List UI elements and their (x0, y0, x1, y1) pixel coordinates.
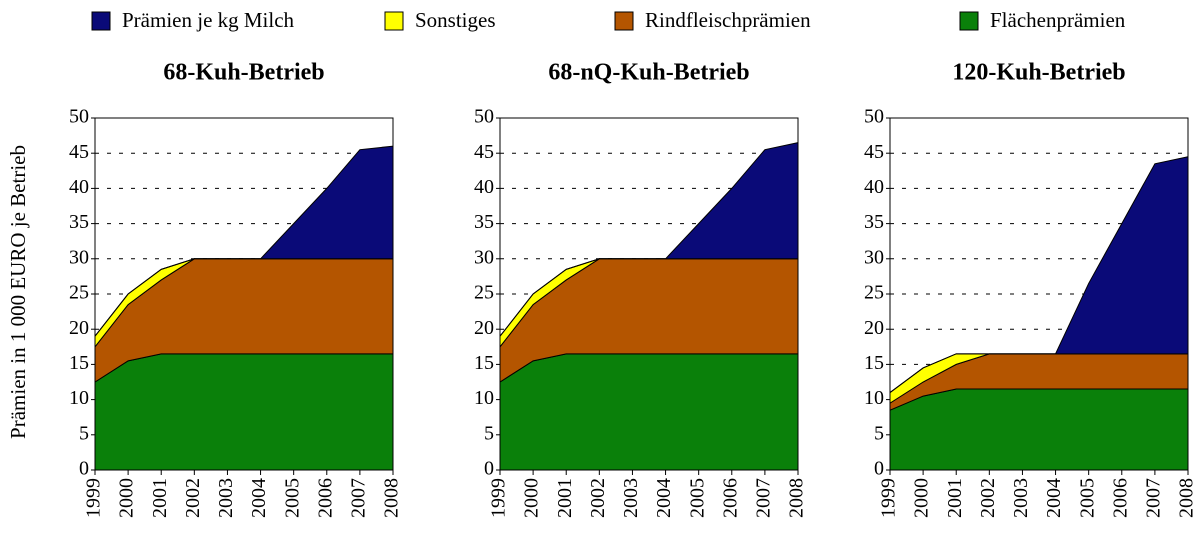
x-tick-label: 2000 (116, 478, 138, 518)
y-tick-label: 30 (474, 246, 494, 268)
y-tick-label: 0 (874, 458, 884, 480)
legend-swatch (384, 11, 404, 31)
x-tick-label: 2001 (944, 478, 966, 518)
x-tick-label: 2005 (686, 478, 708, 518)
y-tick-label: 50 (69, 106, 89, 128)
y-tick-label: 40 (474, 176, 494, 198)
y-tick-label: 40 (864, 176, 884, 198)
x-tick-label: 1999 (488, 478, 510, 518)
y-tick-label: 50 (864, 106, 884, 128)
x-tick-label: 2004 (248, 478, 270, 518)
y-tick-label: 30 (69, 246, 89, 268)
x-tick-label: 2002 (182, 478, 204, 518)
y-tick-label: 0 (484, 458, 494, 480)
y-tick-label: 5 (484, 422, 494, 444)
y-tick-label: 15 (864, 352, 884, 374)
chart-title: 68-Kuh-Betrieb (163, 60, 324, 86)
y-tick-label: 20 (864, 317, 884, 339)
legend-swatch (614, 11, 634, 31)
x-tick-label: 2001 (149, 478, 171, 518)
x-tick-label: 2008 (786, 478, 808, 518)
y-tick-label: 35 (69, 211, 89, 233)
y-tick-label: 50 (474, 106, 494, 128)
y-tick-label: 20 (474, 317, 494, 339)
y-tick-label: 10 (474, 387, 494, 409)
y-tick-label: 25 (474, 282, 494, 304)
y-tick-label: 15 (69, 352, 89, 374)
plot-frame (94, 117, 394, 471)
x-tick-label: 2008 (1176, 478, 1198, 518)
chart-title: 120-Kuh-Betrieb (952, 60, 1125, 86)
x-tick-label: 2004 (653, 478, 675, 518)
y-tick-label: 10 (69, 387, 89, 409)
x-tick-label: 2000 (521, 478, 543, 518)
area (499, 353, 799, 471)
x-tick-label: 2003 (215, 478, 237, 518)
y-axis-label: Prämien in 1 000 EURO je Betrieb (6, 145, 30, 439)
x-tick-label: 2006 (314, 478, 336, 518)
y-tick-label: 5 (79, 422, 89, 444)
x-tick-label: 2002 (977, 478, 999, 518)
y-tick-label: 35 (474, 211, 494, 233)
legend-swatch (91, 11, 111, 31)
plot-frame (889, 117, 1189, 471)
x-tick-label: 2003 (1010, 478, 1032, 518)
area (94, 353, 394, 471)
x-tick-label: 2002 (587, 478, 609, 518)
y-tick-label: 25 (69, 282, 89, 304)
chart-title: 68-nQ-Kuh-Betrieb (548, 60, 749, 86)
legend-swatch (959, 11, 979, 31)
x-tick-label: 2006 (719, 478, 741, 518)
y-tick-label: 45 (69, 141, 89, 163)
y-tick-label: 5 (874, 422, 884, 444)
x-tick-label: 1999 (83, 478, 105, 518)
x-tick-label: 2003 (620, 478, 642, 518)
x-tick-label: 2007 (347, 478, 369, 518)
x-tick-label: 2006 (1109, 478, 1131, 518)
y-tick-label: 45 (474, 141, 494, 163)
x-tick-label: 2004 (1043, 478, 1065, 518)
legend-label: Rindfleischprämien (645, 8, 811, 32)
y-tick-label: 15 (474, 352, 494, 374)
x-tick-label: 2005 (281, 478, 303, 518)
x-tick-label: 1999 (878, 478, 900, 518)
y-tick-label: 30 (864, 246, 884, 268)
area (889, 388, 1189, 471)
y-tick-label: 0 (79, 458, 89, 480)
x-tick-label: 2007 (1142, 478, 1164, 518)
x-tick-label: 2000 (911, 478, 933, 518)
y-tick-label: 20 (69, 317, 89, 339)
x-tick-label: 2008 (381, 478, 403, 518)
y-tick-label: 25 (864, 282, 884, 304)
y-tick-label: 35 (864, 211, 884, 233)
x-tick-label: 2007 (752, 478, 774, 518)
legend-label: Prämien je kg Milch (122, 8, 295, 32)
x-tick-label: 2005 (1076, 478, 1098, 518)
y-tick-label: 10 (864, 387, 884, 409)
legend-label: Flächenprämien (990, 8, 1126, 32)
plot-frame (499, 117, 799, 471)
x-tick-label: 2001 (554, 478, 576, 518)
y-tick-label: 40 (69, 176, 89, 198)
legend-label: Sonstiges (415, 8, 496, 32)
y-tick-label: 45 (864, 141, 884, 163)
